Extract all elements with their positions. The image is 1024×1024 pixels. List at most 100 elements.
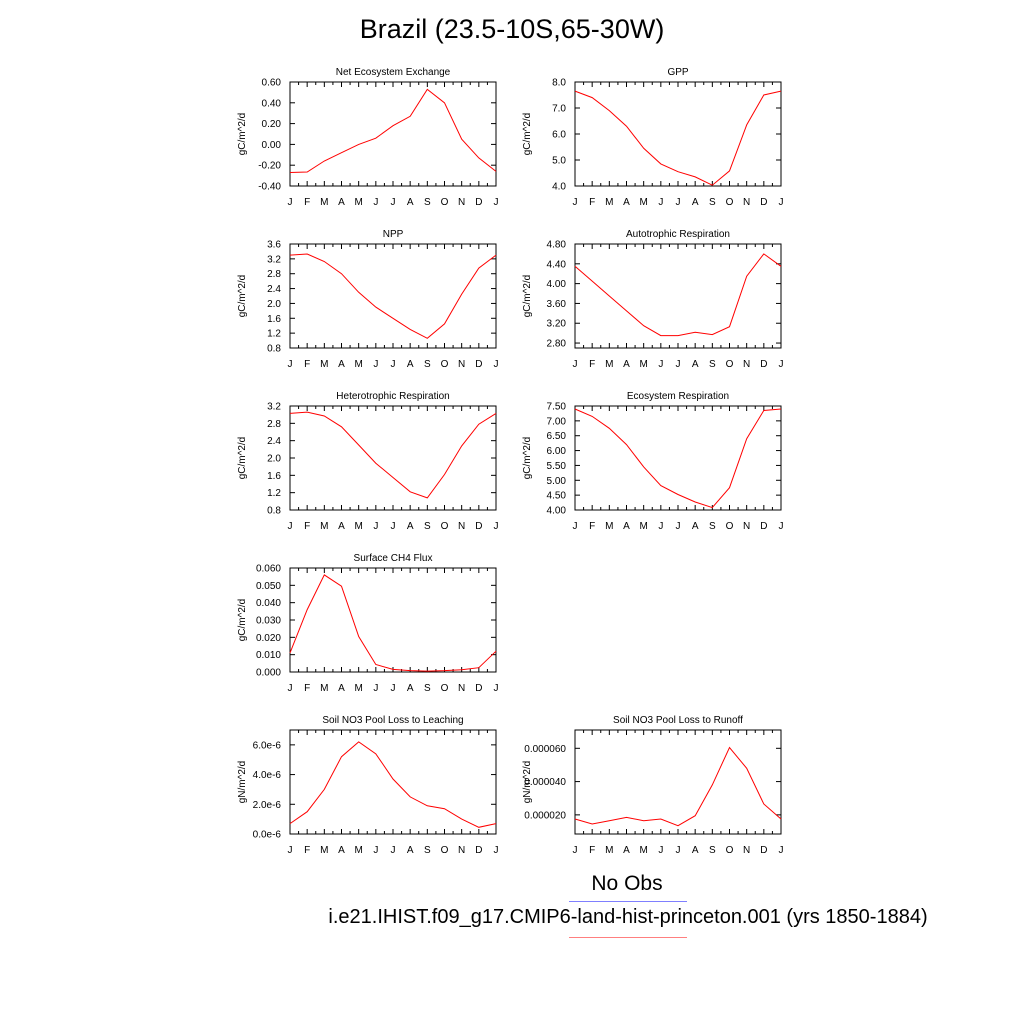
x-tick-label: J [676,521,681,532]
y-tick-label: 2.0 [267,454,281,465]
y-tick-label: 0.00 [262,140,282,151]
y-tick-label: 0.60 [262,78,282,89]
plot-frame [574,243,782,349]
x-tick-label: J [658,359,663,370]
x-tick-label: J [494,521,499,532]
y-tick-label: 2.8 [267,269,281,280]
x-tick-label: M [605,845,613,856]
x-tick-label: J [494,197,499,208]
chart-title: Soil NO3 Pool Loss to Leaching [322,715,463,726]
series-line [289,411,497,499]
legend-obs-line [569,901,687,902]
x-tick-label: F [304,521,310,532]
y-axis-label: gC/m^2/d [237,275,248,318]
x-tick-label: A [692,845,699,856]
y-tick-label: 3.2 [267,254,281,265]
x-tick-label: M [320,845,328,856]
y-tick-label: 5.00 [547,476,567,487]
series-line [289,574,497,672]
x-tick-label: S [424,197,431,208]
x-tick-label: M [320,521,328,532]
x-tick-label: J [391,845,396,856]
y-tick-label: 1.2 [267,488,281,499]
x-tick-label: J [373,683,378,694]
y-tick-label: 7.0 [552,104,566,115]
y-tick-label: 8.0 [552,78,566,89]
x-tick-label: J [573,197,578,208]
x-tick-label: D [760,359,767,370]
x-tick-label: J [494,359,499,370]
x-tick-label: A [407,845,414,856]
x-tick-label: J [288,683,293,694]
y-tick-label: 3.60 [547,299,567,310]
x-tick-label: A [692,521,699,532]
y-tick-label: 0.050 [256,581,281,592]
x-tick-label: J [658,845,663,856]
x-tick-label: J [573,845,578,856]
y-tick-label: 6.0e-6 [253,740,282,751]
x-tick-label: D [760,521,767,532]
y-tick-label: 0.020 [256,633,281,644]
x-tick-label: S [709,197,716,208]
y-tick-label: 0.0e-6 [253,830,282,841]
y-tick-label: -0.40 [258,182,281,193]
x-tick-label: J [779,197,784,208]
x-tick-label: N [458,845,465,856]
y-tick-label: 2.4 [267,284,281,295]
x-tick-label: D [475,683,482,694]
y-tick-label: 4.00 [547,279,567,290]
x-tick-label: S [709,359,716,370]
y-tick-label: 2.0e-6 [253,800,282,811]
y-tick-label: 0.8 [267,506,281,517]
x-tick-label: J [494,683,499,694]
x-tick-label: F [589,845,595,856]
x-tick-label: O [441,683,449,694]
x-tick-label: A [692,359,699,370]
x-tick-label: S [709,845,716,856]
x-tick-label: J [779,359,784,370]
y-tick-label: 3.20 [547,319,567,330]
series-line [574,253,782,337]
y-tick-label: 0.000060 [524,744,566,755]
x-tick-label: J [391,197,396,208]
x-tick-label: N [458,197,465,208]
x-tick-label: J [288,359,293,370]
chart-title: Surface CH4 Flux [354,553,433,564]
x-tick-label: F [304,683,310,694]
plot-frame [289,405,497,511]
x-tick-label: A [407,521,414,532]
y-tick-label: 0.40 [262,98,282,109]
x-tick-label: A [623,845,630,856]
x-tick-label: S [424,521,431,532]
x-tick-label: O [441,845,449,856]
x-tick-label: A [623,197,630,208]
x-tick-label: J [373,359,378,370]
plot-frame [574,729,782,835]
chart-title: Soil NO3 Pool Loss to Runoff [613,715,743,726]
x-tick-label: S [424,845,431,856]
x-tick-label: O [441,359,449,370]
x-tick-label: J [373,845,378,856]
x-tick-label: J [391,521,396,532]
x-tick-label: M [320,683,328,694]
chart-title: NPP [383,229,404,240]
x-tick-label: A [338,197,345,208]
x-tick-label: D [475,197,482,208]
x-tick-label: J [373,197,378,208]
x-tick-label: S [424,359,431,370]
x-tick-label: D [760,845,767,856]
y-tick-label: 4.0e-6 [253,770,282,781]
x-tick-label: J [779,521,784,532]
x-tick-label: M [320,197,328,208]
x-tick-label: M [639,845,647,856]
x-tick-label: O [726,521,734,532]
x-tick-label: J [676,845,681,856]
x-tick-label: O [726,359,734,370]
x-tick-label: D [760,197,767,208]
y-tick-label: 2.4 [267,436,281,447]
x-tick-label: A [407,359,414,370]
